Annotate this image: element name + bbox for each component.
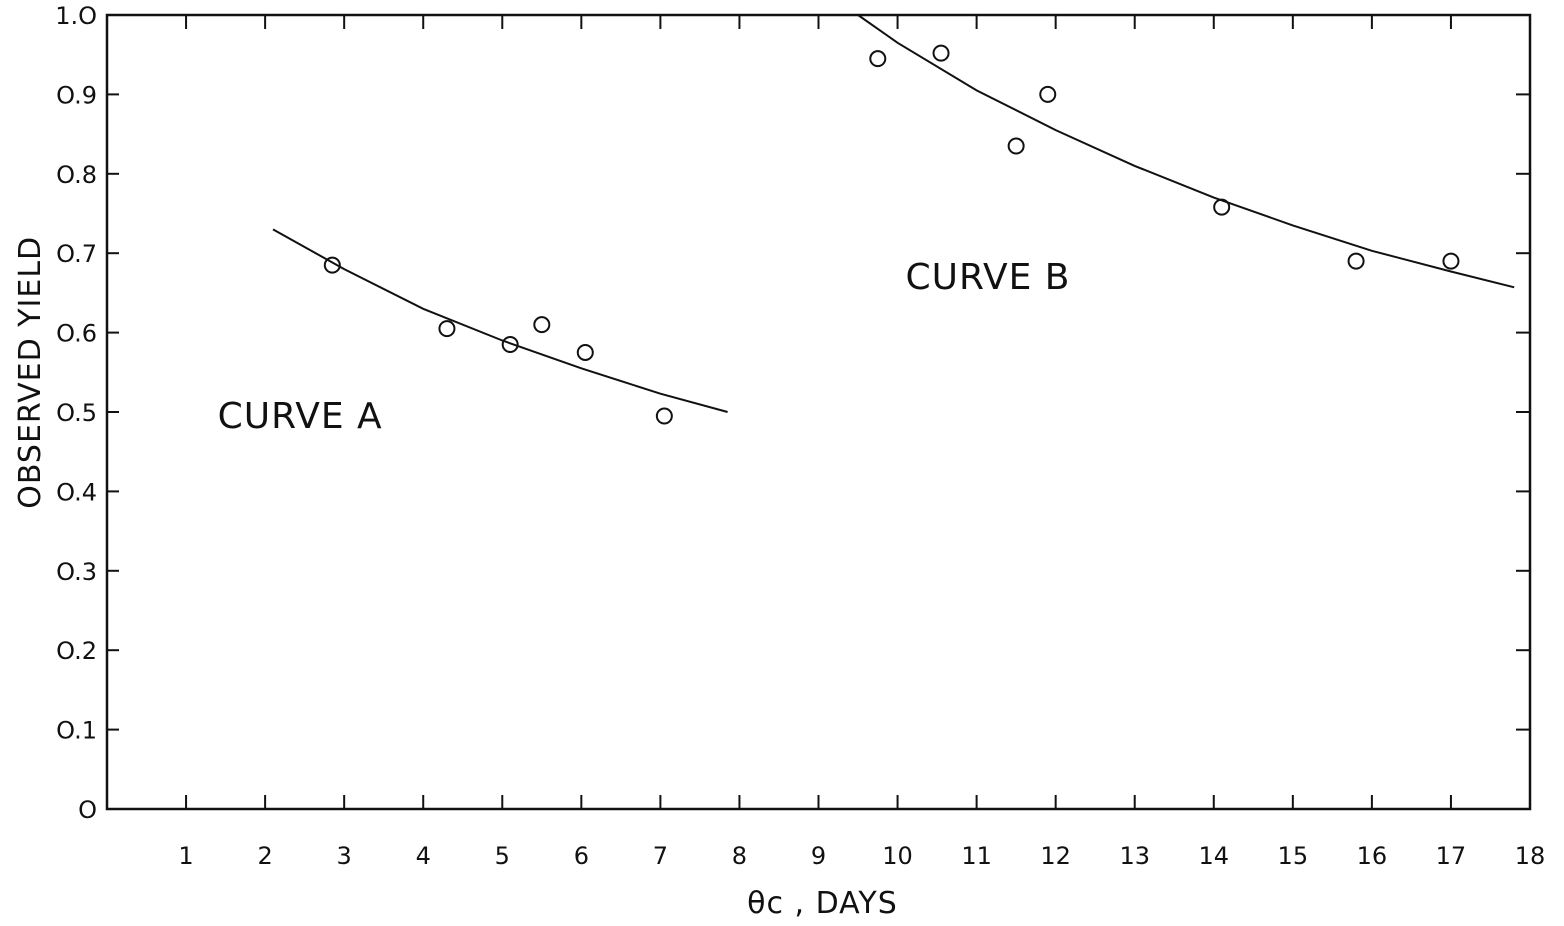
curve-annotations: CURVE A CURVE B bbox=[218, 257, 1070, 437]
x-tick-label: 4 bbox=[416, 842, 431, 870]
y-tick-label: 1.O bbox=[55, 2, 97, 30]
x-tick-label: 1 bbox=[178, 842, 193, 870]
x-tick-label: 8 bbox=[732, 842, 747, 870]
y-tick-label: O.6 bbox=[56, 320, 97, 348]
data-point bbox=[1347, 252, 1365, 270]
x-tick-labels: 1 2 3 4 5 6 7 8 9 10 11 12 13 14 15 16 17 18 bbox=[178, 842, 1545, 870]
x-tick-label: 15 bbox=[1278, 842, 1309, 870]
curve-label-a: CURVE A bbox=[218, 396, 383, 437]
data-point bbox=[1039, 85, 1057, 103]
x-tick-label: 10 bbox=[882, 842, 913, 870]
y-tick-label: O.3 bbox=[56, 558, 97, 586]
y-tick-label: O.8 bbox=[56, 161, 97, 189]
y-tick-label: O.4 bbox=[56, 478, 97, 506]
data-points bbox=[323, 44, 1460, 425]
data-point bbox=[869, 50, 887, 68]
y-tick-label: O.1 bbox=[56, 717, 97, 745]
fit-curves bbox=[272, 14, 1515, 413]
x-tick-label: 16 bbox=[1357, 842, 1388, 870]
data-point bbox=[1007, 137, 1025, 155]
x-tick-label: 12 bbox=[1040, 842, 1071, 870]
data-point bbox=[1442, 252, 1460, 270]
x-tick-label: 14 bbox=[1199, 842, 1230, 870]
data-point bbox=[576, 343, 594, 361]
x-tick-label: 2 bbox=[257, 842, 272, 870]
y-tick-label: O.7 bbox=[56, 240, 97, 268]
x-tick-label: 18 bbox=[1515, 842, 1546, 870]
data-point bbox=[438, 320, 456, 338]
x-tick-label: 9 bbox=[811, 842, 826, 870]
data-point bbox=[932, 44, 950, 62]
x-axis-title: θc , DAYS bbox=[747, 886, 898, 921]
y-tick-label: O.9 bbox=[56, 81, 97, 109]
y-tick-label: O bbox=[78, 796, 97, 824]
x-tick-label: 7 bbox=[653, 842, 668, 870]
data-point bbox=[323, 256, 341, 274]
tick-marks bbox=[107, 15, 1530, 809]
x-tick-label: 6 bbox=[574, 842, 589, 870]
x-tick-label: 11 bbox=[961, 842, 992, 870]
data-point bbox=[655, 407, 673, 425]
x-tick-label: 3 bbox=[337, 842, 352, 870]
y-tick-label: O.5 bbox=[56, 399, 97, 427]
fit-curve-a bbox=[272, 228, 728, 413]
data-point bbox=[533, 316, 551, 334]
x-tick-label: 13 bbox=[1119, 842, 1150, 870]
fit-curve-b bbox=[857, 14, 1515, 289]
x-tick-label: 5 bbox=[495, 842, 510, 870]
data-point bbox=[1213, 198, 1231, 216]
y-tick-label: O.2 bbox=[56, 637, 97, 665]
y-axis-title: OBSERVED YIELD bbox=[13, 236, 48, 509]
curve-label-b: CURVE B bbox=[905, 257, 1070, 298]
data-point bbox=[501, 336, 519, 354]
y-tick-labels: O O.1 O.2 O.3 O.4 O.5 O.6 O.7 O.8 O.9 1.O bbox=[55, 2, 97, 824]
x-tick-label: 17 bbox=[1436, 842, 1467, 870]
